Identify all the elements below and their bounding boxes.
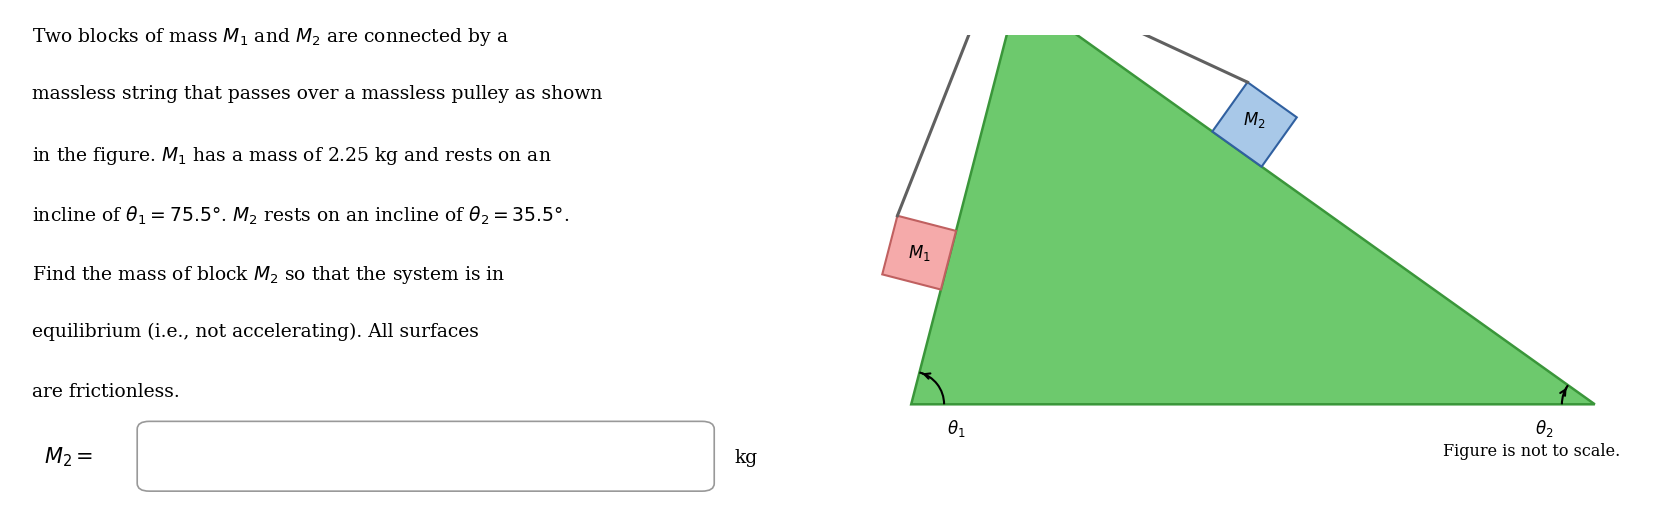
Text: incline of $\theta_1 = 75.5°$. $\mathit{M}_2$ rests on an incline of $\theta_2 =: incline of $\theta_1 = 75.5°$. $\mathit{… [32,204,569,226]
Text: $M_2$: $M_2$ [1243,110,1266,130]
Polygon shape [1213,82,1296,166]
Polygon shape [912,0,1594,404]
Text: are frictionless.: are frictionless. [32,383,180,401]
Text: massless string that passes over a massless pulley as shown: massless string that passes over a massl… [32,85,602,103]
Text: equilibrium (i.e., not accelerating). All surfaces: equilibrium (i.e., not accelerating). Al… [32,323,479,341]
Text: $\mathit{M}_2 =$: $\mathit{M}_2 =$ [45,446,93,469]
Text: kg: kg [734,449,757,466]
Text: $\theta_2$: $\theta_2$ [1536,418,1554,439]
Text: Find the mass of block $\mathit{M}_2$ so that the system is in: Find the mass of block $\mathit{M}_2$ so… [32,264,506,286]
Text: $M_1$: $M_1$ [909,242,930,263]
Text: Two blocks of mass $\mathit{M}_1$ and $\mathit{M}_2$ are connected by a: Two blocks of mass $\mathit{M}_1$ and $\… [32,26,509,48]
Text: $\theta_1$: $\theta_1$ [947,418,965,439]
Polygon shape [882,216,957,290]
FancyBboxPatch shape [136,421,714,491]
Text: Figure is not to scale.: Figure is not to scale. [1443,444,1621,461]
Text: in the figure. $\mathit{M}_1$ has a mass of 2.25 kg and rests on an: in the figure. $\mathit{M}_1$ has a mass… [32,145,552,167]
